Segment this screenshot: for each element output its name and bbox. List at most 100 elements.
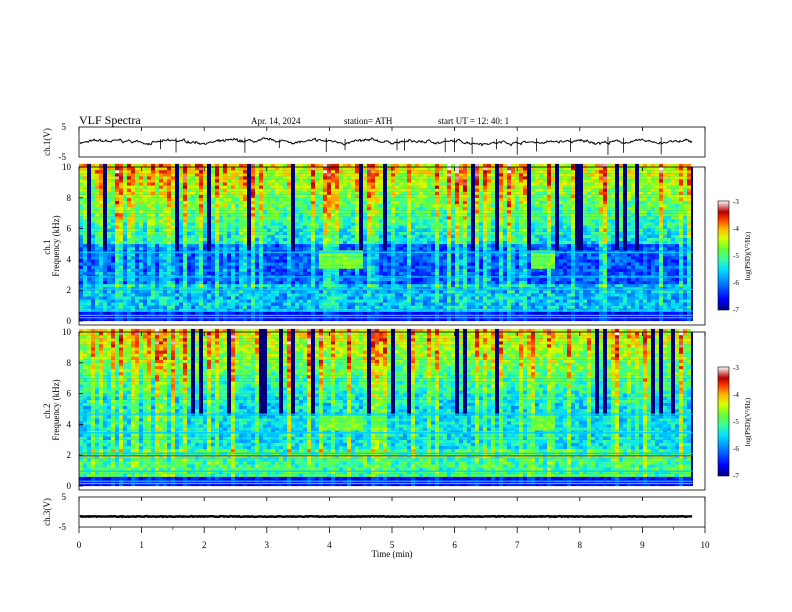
ch1-spectrogram-cell — [255, 262, 259, 266]
ch1-spectrogram-cell — [427, 302, 431, 306]
ch1-spectrogram-cell — [439, 163, 443, 168]
ch1-spectrogram-cell — [367, 222, 371, 226]
ch1-spectrogram-cell — [447, 271, 451, 275]
ch1-spectrogram-cell — [439, 200, 443, 205]
ch1-spectrogram-cell — [83, 219, 87, 223]
ch1-spectrogram-cell — [119, 170, 123, 174]
ch1-spectrogram-cell — [331, 277, 335, 282]
ch1-spectrogram-cell — [207, 194, 211, 198]
ch1-spectrogram-cell — [275, 200, 279, 205]
ch1-spectrogram-cell — [207, 222, 211, 226]
ch1-spectrogram-cell — [467, 302, 471, 306]
ch1-spectrogram-cell — [175, 277, 179, 282]
ch1-spectrogram-cell — [291, 265, 295, 269]
ch1-spectrogram-cell — [191, 197, 195, 201]
ch1-spectrogram-cell — [315, 305, 319, 309]
ch1-spectrogram-cell — [351, 271, 355, 275]
ch1-spectrogram-cell — [219, 237, 223, 241]
ch1-spectrogram-cell — [379, 167, 383, 171]
ch1-spectrogram-cell — [395, 163, 399, 168]
ch1-spectrogram-cell — [275, 265, 279, 269]
ch1-spectrogram-cell — [343, 299, 347, 303]
ch1-spectrogram-cell — [275, 170, 279, 174]
ch1-spectrogram-cell — [83, 259, 87, 263]
ch1-spectrogram-cell — [347, 268, 351, 272]
ch1-spectrogram-cell — [323, 262, 327, 266]
ch1-spectrogram-cell — [243, 305, 247, 309]
ch1-spectrogram-cell — [299, 176, 303, 180]
ch1-spectrogram-cell — [107, 188, 111, 192]
ch1-spectrogram-cell — [99, 228, 103, 232]
ch1-spectrogram-cell — [175, 290, 179, 294]
ch1-spectrogram-cell — [107, 213, 111, 217]
ch1-spectrogram-cell — [451, 240, 455, 245]
ch1-spectrogram-cell — [395, 262, 399, 266]
ch1-spectrogram-cell — [415, 240, 419, 245]
ch1-spectrogram-cell — [355, 253, 359, 257]
ch1-spectrogram-cell — [175, 219, 179, 223]
ch1-spectrogram-cell — [443, 185, 447, 189]
ch1-spectrogram-cell — [79, 179, 83, 183]
ch1-spectrogram-cell — [107, 296, 111, 300]
ch1-spectrogram-cell — [199, 268, 203, 272]
ch1-spectrogram-cell — [171, 197, 175, 201]
ch1-spectrogram-cell — [339, 173, 343, 177]
ch1-spectrogram-cell — [291, 253, 295, 257]
ch1-spectrogram-cell — [119, 185, 123, 189]
ch1-spectrogram-cell — [339, 259, 343, 263]
ch1-spectrogram-cell — [83, 299, 87, 303]
ch1-spectrogram-cell — [219, 188, 223, 192]
ch1-spectrogram-cell — [455, 194, 459, 198]
ch1-spectrogram-cell — [371, 290, 375, 294]
ch1-spectrogram-cell — [419, 188, 423, 192]
ch1-spectrogram-cell — [419, 225, 423, 229]
ch1-spectrogram-cell — [227, 231, 231, 235]
ch1-spectrogram-cell — [107, 231, 111, 235]
ch1-spectrogram-cell — [95, 210, 99, 214]
ch1-spectrogram-cell — [139, 191, 143, 195]
ch1-spectrogram-cell — [459, 262, 463, 266]
ch1-spectrogram-cell — [443, 253, 447, 257]
ch1-spectrogram-cell — [243, 207, 247, 211]
ch1-spectrogram-cell — [199, 163, 203, 168]
ch1-spectrogram-cell — [215, 237, 219, 241]
ch1-spectrogram-cell — [107, 271, 111, 275]
ch1-spectrogram-cell — [211, 194, 215, 198]
ch1-spectrogram-cell — [275, 216, 279, 220]
ch1-spectrogram-cell — [447, 237, 451, 241]
ch1-spectrogram-cell — [159, 262, 163, 266]
ch1-spectrogram-cell — [135, 290, 139, 294]
ch1-spectrogram-cell — [391, 253, 395, 257]
ch1-spectrogram-cell — [331, 284, 335, 288]
ch1-spectrogram-cell — [219, 293, 223, 297]
ch1-spectrogram-cell — [247, 247, 251, 251]
ch1-spectrogram-cell — [391, 305, 395, 309]
ch1-spectrogram-cell — [151, 262, 155, 266]
ch1-spectrogram-cell — [107, 194, 111, 198]
ch1-spectrogram-cell — [91, 225, 95, 229]
ch1-spectrogram-cell — [375, 176, 379, 180]
ch1-spectrogram-cell — [431, 167, 435, 171]
ch1-spectrogram-cell — [355, 256, 359, 260]
ch1-spectrogram-cell — [443, 284, 447, 288]
ch1-spectrogram-cell — [99, 240, 103, 245]
ch1-spectrogram-cell — [235, 302, 239, 306]
ch1-spectrogram-cell — [95, 293, 99, 297]
ch1-spectrogram-cell — [443, 281, 447, 285]
ch1-spectrogram-cell — [123, 259, 127, 263]
ch1-spectrogram-cell — [463, 182, 467, 186]
ch1-spectrogram-cell — [391, 265, 395, 269]
ch1-spectrogram-cell — [219, 228, 223, 232]
ch1-spectrogram-cell — [131, 305, 135, 309]
ch1-spectrogram-cell — [243, 265, 247, 269]
ch1-spectrogram-cell — [127, 210, 131, 214]
ch1-spectrogram-cell — [359, 317, 363, 322]
ch1-spectrogram-cell — [255, 268, 259, 272]
ch1-spectrogram-cell — [127, 222, 131, 226]
ch1-spectrogram-cell — [419, 200, 423, 205]
ch1-spectrogram-cell — [451, 222, 455, 226]
ch1-spectrogram-cell — [107, 237, 111, 241]
ch1-spectrogram-cell — [299, 244, 303, 248]
ch1-spectrogram-cell — [347, 284, 351, 288]
ch1-spectrogram-cell — [219, 213, 223, 217]
